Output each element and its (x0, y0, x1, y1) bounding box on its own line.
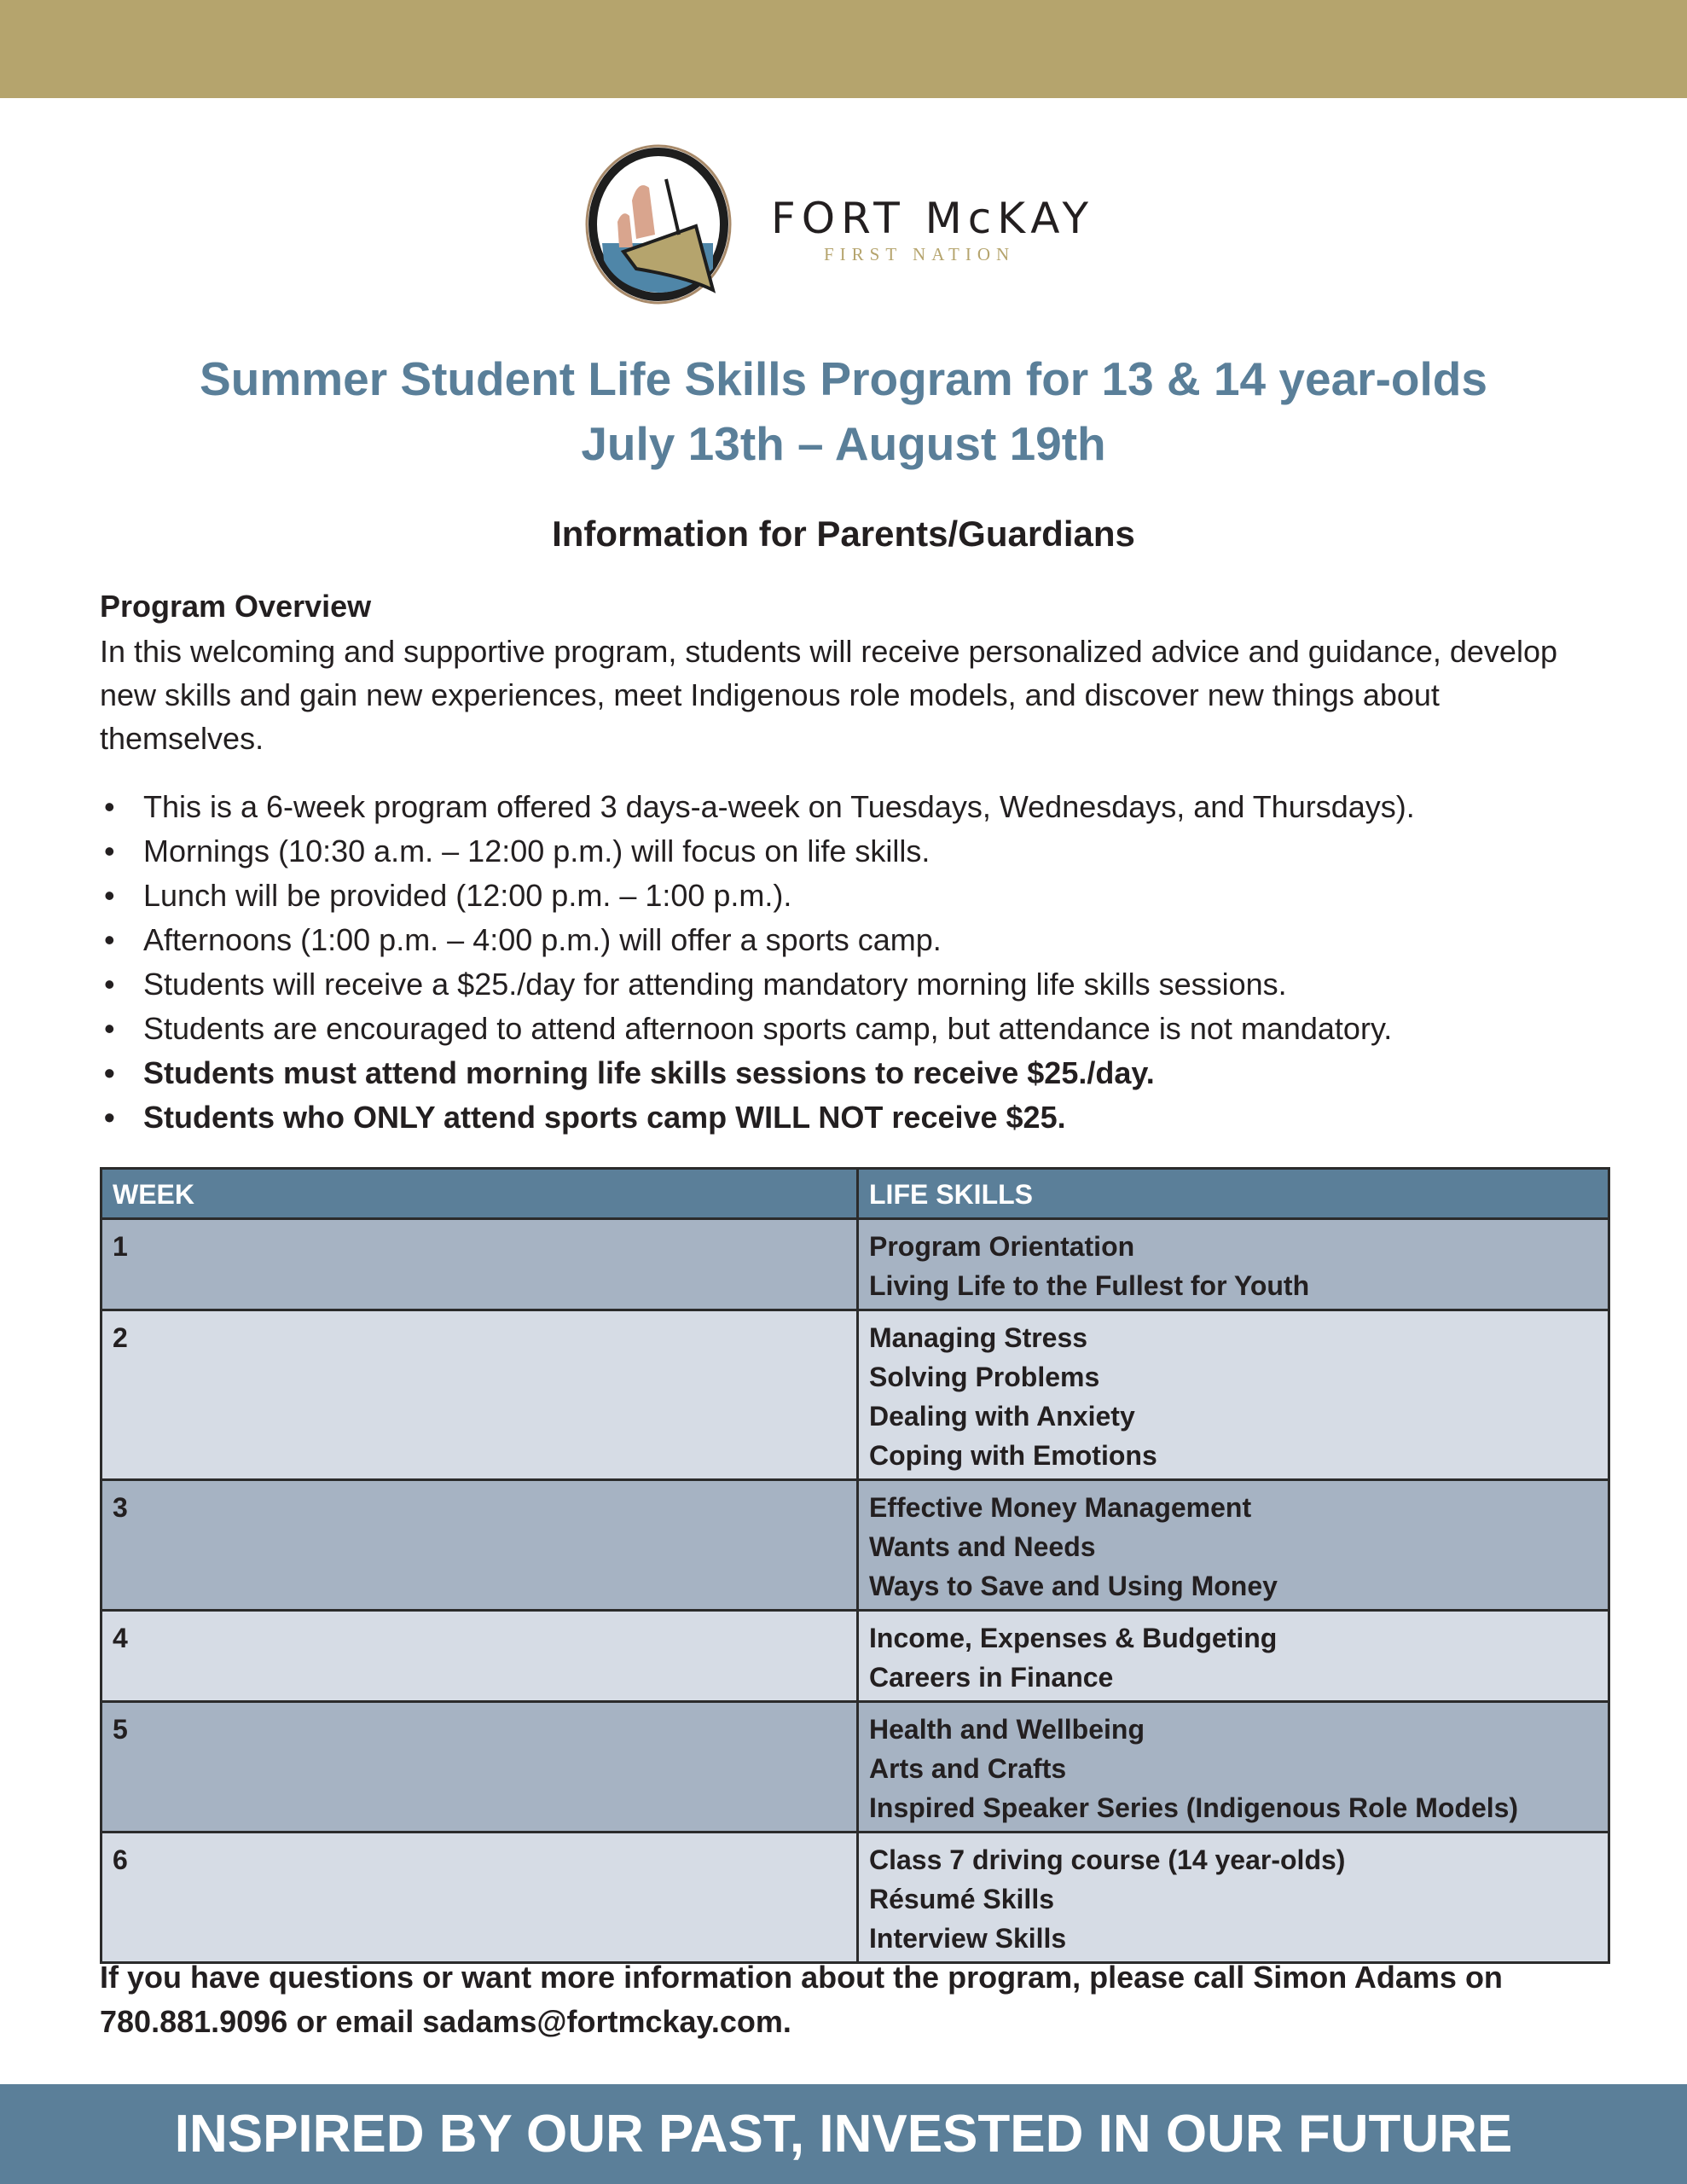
list-item: • This is a 6-week program offered 3 days… (104, 789, 1415, 824)
logo-subtitle: FIRST NATION (824, 244, 1016, 264)
contact-info: If you have questions or want more infor… (100, 1960, 1503, 2039)
week-cell: 2 (100, 1309, 859, 1481)
table-row: 1 Program Orientation Living Life to the F… (100, 1217, 1610, 1311)
skill-item: Health and Wellbeing (869, 1714, 1145, 1745)
skills-cell: Health and Wellbeing Arts and Crafts Inspi… (856, 1700, 1610, 1833)
skills-cell: Managing Stress Solving Problems Dealing w… (856, 1309, 1610, 1481)
list-item: • Students are encouraged to attend after… (104, 1011, 1393, 1046)
skill-item: Ways to Save and Using Money (869, 1571, 1278, 1601)
skill-item: Résumé Skills (869, 1884, 1054, 1914)
table-row: 5 Health and Wellbeing Arts and Crafts Insp… (100, 1700, 1610, 1833)
header-life-skills: LIFE SKILLS (856, 1167, 1610, 1220)
skill-item: Solving Problems (869, 1362, 1100, 1392)
list-item: • Students must attend morning life skill… (104, 1055, 1155, 1090)
section-heading: Information for Parents/Guardians (552, 514, 1135, 554)
fort-mckay-logo: FORT McKAY FIRST NATION (585, 141, 1131, 311)
skill-item: Managing Stress (869, 1322, 1088, 1353)
canoe-emblem-icon (585, 144, 732, 305)
table-row: 6 Class 7 driving course (14 year-olds) Ré… (100, 1831, 1610, 1964)
page-title: Summer Student Life Skills Program for 1… (200, 352, 1487, 405)
skills-cell: Effective Money Management Wants and Need… (856, 1478, 1610, 1612)
skill-item: Effective Money Management (869, 1492, 1252, 1523)
week-cell: 1 (100, 1217, 859, 1311)
skills-cell: Income, Expenses & Budgeting Careers in F… (856, 1609, 1610, 1703)
schedule-table: WEEK LIFE SKILLS 1 Program Orientation Liv… (100, 1167, 1610, 1964)
skill-item: Income, Expenses & Budgeting (869, 1623, 1278, 1653)
skills-cell: Class 7 driving course (14 year-olds) Rés… (856, 1831, 1610, 1964)
table-row: 3 Effective Money Management Wants and Nee… (100, 1478, 1610, 1612)
overview-heading: Program Overview (100, 589, 372, 624)
logo-name: FORT McKAY (771, 194, 1095, 243)
table-row: 4 Income, Expenses & Budgeting Careers in … (100, 1609, 1610, 1703)
week-cell: 5 (100, 1700, 859, 1833)
week-cell: 3 (100, 1478, 859, 1612)
tagline-banner: INSPIRED BY OUR PAST, INVESTED IN OUR FU… (0, 2084, 1687, 2184)
skill-item: Class 7 driving course (14 year-olds) (869, 1844, 1346, 1875)
overview-text: In this welcoming and supportive program… (100, 634, 1557, 756)
page-dates: July 13th – August 19th (581, 417, 1106, 470)
list-item: • Students who ONLY attend sports camp WI… (104, 1100, 1066, 1135)
table-header-row: WEEK LIFE SKILLS (100, 1167, 1610, 1220)
skill-item: Careers in Finance (869, 1662, 1114, 1693)
skill-item: Living Life to the Fullest for Youth (869, 1270, 1310, 1301)
skills-cell: Program Orientation Living Life to the Fu… (856, 1217, 1610, 1311)
bullet-list: • This is a 6-week program offered 3 days… (100, 785, 1635, 1140)
skill-item: Dealing with Anxiety (869, 1401, 1135, 1432)
list-item: • Mornings (10:30 a.m. – 12:00 p.m.) will… (104, 834, 930, 868)
skill-item: Wants and Needs (869, 1531, 1096, 1562)
week-cell: 4 (100, 1609, 859, 1703)
top-gold-band (0, 0, 1687, 98)
header-week: WEEK (100, 1167, 859, 1220)
table-row: 2 Managing Stress Solving Problems Dealing … (100, 1309, 1610, 1481)
skill-item: Inspired Speaker Series (Indigenous Role… (869, 1792, 1519, 1823)
skill-item: Program Orientation (869, 1231, 1135, 1262)
skill-item: Arts and Crafts (869, 1753, 1067, 1784)
skill-item: Interview Skills (869, 1923, 1067, 1954)
list-item: • Afternoons (1:00 p.m. – 4:00 p.m.) will… (104, 922, 942, 957)
list-item: • Lunch will be provided (12:00 p.m. – 1:… (104, 878, 792, 913)
skill-item: Coping with Emotions (869, 1440, 1157, 1471)
week-cell: 6 (100, 1831, 859, 1964)
list-item: • Students will receive a $25./day for at… (104, 967, 1287, 1002)
